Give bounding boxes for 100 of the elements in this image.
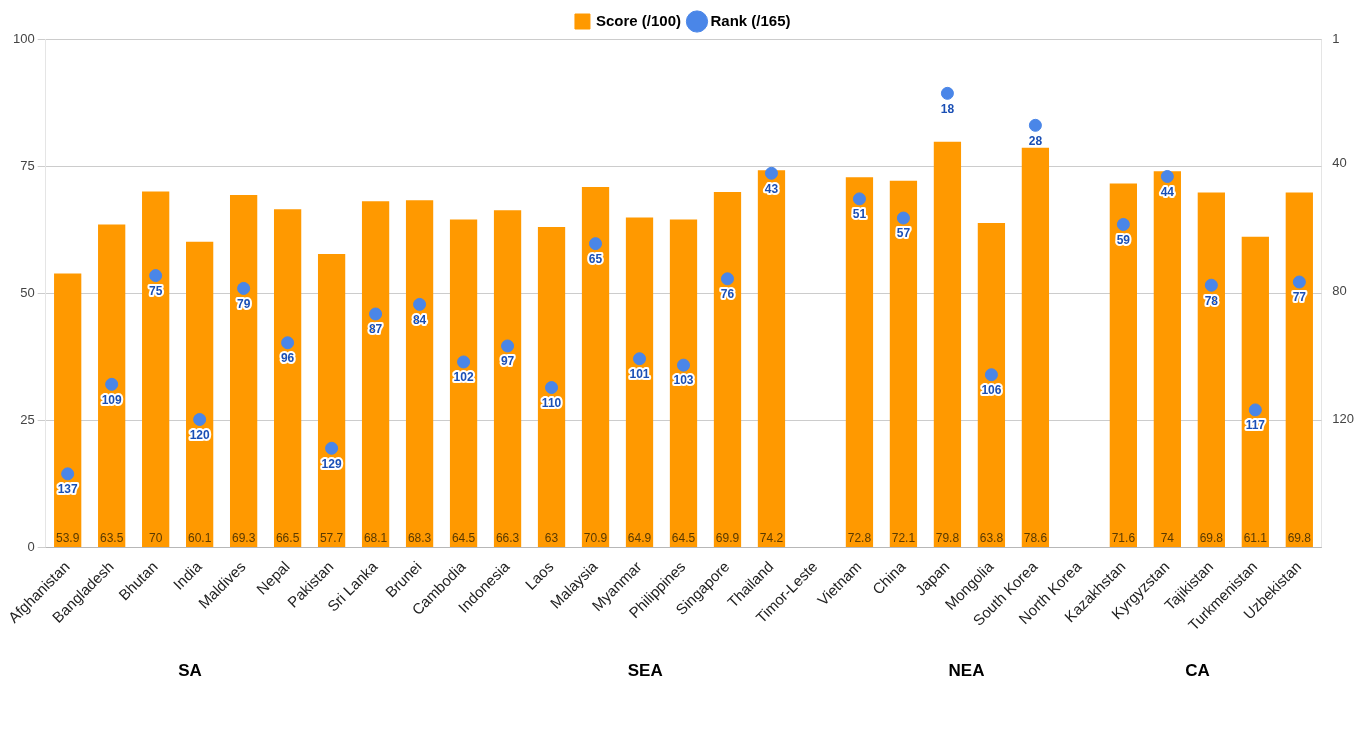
data-label: 61.1	[1243, 530, 1268, 545]
bar	[361, 201, 390, 547]
text: NEA	[948, 660, 985, 680]
data-label: 59	[1116, 232, 1131, 247]
point	[281, 336, 295, 350]
point	[105, 377, 119, 391]
data-label: 68.3	[407, 530, 432, 545]
y2-tick-label: 1	[1332, 30, 1340, 46]
point	[1028, 118, 1042, 132]
data-label: 110	[541, 395, 562, 410]
y-tick-label: 0	[27, 538, 35, 554]
y2-tick-label: 40	[1332, 155, 1347, 171]
bar	[230, 195, 258, 547]
data-label: 69.8	[1199, 530, 1224, 545]
bar	[933, 141, 962, 547]
point	[720, 272, 734, 286]
point	[984, 368, 998, 382]
point	[61, 467, 75, 481]
point	[677, 358, 690, 372]
data-label: 78.6	[1023, 530, 1048, 545]
data-label: 78	[1204, 293, 1219, 308]
data-label: 69.9	[715, 530, 740, 545]
point	[1116, 217, 1130, 231]
point	[501, 339, 515, 353]
point	[457, 355, 471, 369]
data-label: 60.1	[187, 530, 212, 545]
data-label: 66.5	[275, 530, 300, 545]
point	[1292, 275, 1306, 289]
data-label: 63	[544, 530, 559, 545]
bar	[1241, 236, 1269, 547]
bar	[449, 219, 478, 547]
bar	[317, 254, 346, 547]
bar	[54, 273, 82, 547]
point	[1248, 403, 1262, 417]
point	[545, 381, 559, 395]
point	[193, 413, 207, 427]
point	[589, 237, 603, 251]
data-label: 69.3	[231, 530, 256, 545]
data-label: 66.3	[495, 530, 520, 545]
legend-label: Score (/100)	[595, 11, 682, 29]
bar	[669, 219, 698, 547]
point	[940, 86, 954, 100]
data-label: 137	[57, 482, 79, 497]
bar	[1109, 183, 1138, 547]
data-label: 77	[1292, 290, 1307, 305]
data-label: 51	[852, 207, 867, 222]
data-label: 75	[148, 283, 163, 298]
data-label: 71.6	[1111, 530, 1136, 545]
data-label: 57	[896, 226, 911, 241]
data-label: 102	[453, 370, 474, 385]
bar	[1021, 147, 1050, 547]
data-label: 64.5	[451, 530, 476, 545]
y-tick-label: 50	[20, 284, 35, 300]
y-tick-label: 75	[20, 157, 35, 173]
data-label: 76	[720, 287, 735, 302]
y2-tick-label: 120	[1332, 411, 1355, 427]
bar	[273, 209, 302, 547]
data-label: 57.7	[319, 530, 344, 545]
bar	[1285, 192, 1313, 547]
y-tick-label: 25	[20, 411, 35, 427]
text: CA	[1185, 660, 1210, 680]
data-label: 64.9	[627, 530, 652, 545]
point	[237, 281, 251, 295]
text: SA	[178, 660, 202, 680]
data-label: 65	[588, 251, 603, 266]
bar	[405, 200, 434, 547]
data-label: 63.5	[99, 530, 124, 545]
data-label: 74	[1160, 530, 1175, 545]
data-label: 97	[500, 354, 515, 369]
bar	[977, 223, 1006, 547]
data-label: 84	[412, 312, 427, 327]
y2-tick-label: 80	[1332, 283, 1347, 299]
text: SEA	[627, 660, 663, 680]
data-label: 44	[1160, 184, 1175, 199]
data-label: 64.5	[671, 530, 696, 545]
data-label: 70	[148, 530, 163, 545]
data-label: 103	[673, 373, 694, 388]
bar	[186, 241, 214, 547]
data-label: 43	[764, 181, 779, 196]
data-label: 18	[940, 101, 955, 116]
y-tick-label: 100	[12, 30, 35, 46]
data-label: 117	[1245, 418, 1266, 433]
data-label: 53.9	[56, 530, 80, 545]
bar	[1153, 171, 1181, 547]
data-label: 120	[189, 427, 210, 442]
data-label: 72.1	[891, 530, 916, 545]
data-label: 69.8	[1287, 530, 1312, 545]
bar	[537, 227, 566, 547]
point	[413, 297, 427, 311]
point	[764, 166, 778, 180]
point	[852, 192, 866, 206]
data-label: 101	[629, 367, 650, 382]
data-label: 68.1	[363, 530, 388, 545]
bar	[581, 186, 610, 547]
bar	[757, 170, 786, 547]
data-label: 74.2	[759, 530, 784, 545]
data-label: 129	[321, 456, 342, 471]
point	[325, 441, 339, 455]
point	[1204, 278, 1218, 292]
data-label: 72.8	[847, 530, 872, 545]
